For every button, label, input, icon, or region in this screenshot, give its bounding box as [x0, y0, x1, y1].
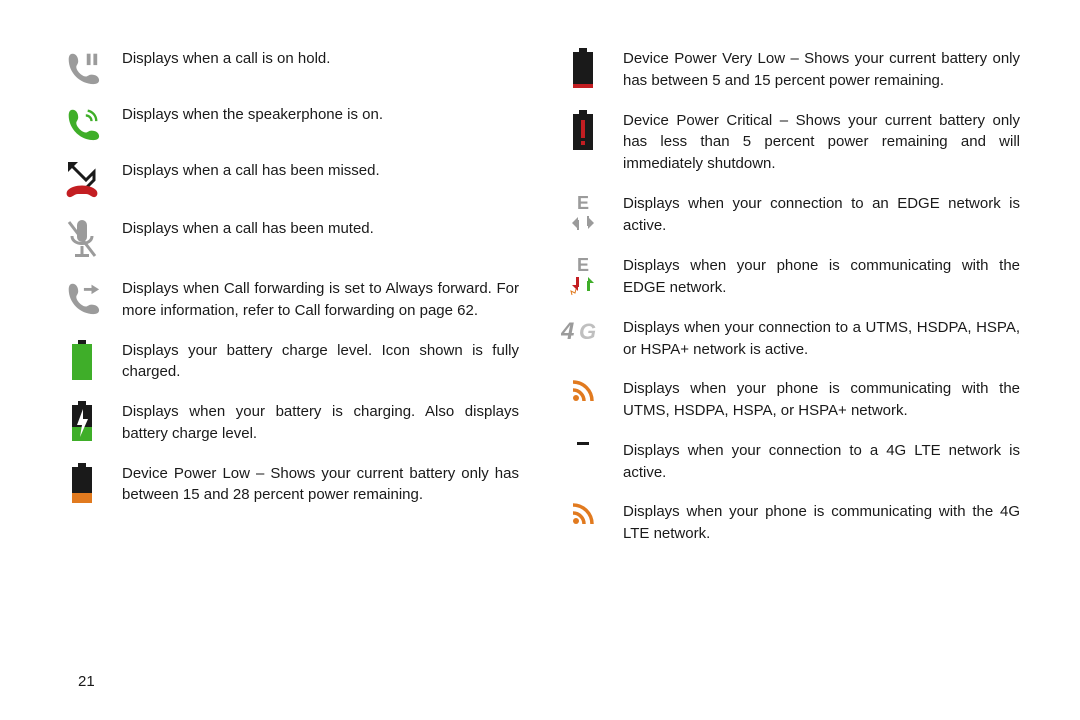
- description-text: Displays your battery charge level. Icon…: [122, 340, 519, 384]
- left-column: Displays when a call is on hold. Display…: [60, 48, 519, 563]
- icon-description-row: Device Power Critical – Shows your curre…: [561, 110, 1020, 175]
- icon-description-row: Displays when your connection to a 4G LT…: [561, 440, 1020, 484]
- icon-description-row: E Displays when your phone is communicat…: [561, 255, 1020, 299]
- icon-description-row: Displays when your phone is communicatin…: [561, 501, 1020, 545]
- svg-text:4: 4: [561, 318, 574, 345]
- description-text: Displays when Call forwarding is set to …: [122, 278, 519, 322]
- description-text: Displays when your phone is communicatin…: [623, 255, 1020, 299]
- call-forward-icon: [60, 278, 104, 316]
- icon-description-row: Displays your battery charge level. Icon…: [60, 340, 519, 384]
- right-column: Device Power Very Low – Shows your curre…: [561, 48, 1020, 563]
- description-text: Displays when your connection to a 4G LT…: [623, 440, 1020, 484]
- description-text: Displays when a call is on hold.: [122, 48, 330, 70]
- svg-text:E: E: [577, 255, 589, 275]
- icon-description-row: Displays when a call is on hold.: [60, 48, 519, 86]
- description-text: Displays when your connection to a UTMS,…: [623, 317, 1020, 361]
- muted-icon: [60, 218, 104, 260]
- description-text: Device Power Low – Shows your current ba…: [122, 463, 519, 507]
- battery-very-low-icon: [561, 48, 605, 90]
- svg-text:E: E: [577, 193, 589, 213]
- description-text: Displays when your connection to an EDGE…: [623, 193, 1020, 237]
- icon-description-row: 4 G Displays when your connection to a U…: [561, 317, 1020, 361]
- missed-call-icon: [60, 160, 104, 200]
- description-text: Displays when a call has been missed.: [122, 160, 380, 182]
- description-text: Device Power Very Low – Shows your curre…: [623, 48, 1020, 92]
- battery-charging-icon: [60, 401, 104, 443]
- icon-description-row: Device Power Very Low – Shows your curre…: [561, 48, 1020, 92]
- description-text: Displays when your battery is charging. …: [122, 401, 519, 445]
- svg-text:G: G: [579, 319, 596, 344]
- icon-description-row: Displays when your battery is charging. …: [60, 401, 519, 445]
- description-text: Displays when your phone is communicatin…: [623, 378, 1020, 422]
- icon-description-row: E Displays when your connection to an ED…: [561, 193, 1020, 237]
- rss-orange-icon: [561, 501, 605, 527]
- call-hold-icon: [60, 48, 104, 86]
- lte-dash-icon: [561, 440, 605, 448]
- description-text: Displays when your phone is communicatin…: [623, 501, 1020, 545]
- rss-orange-icon: [561, 378, 605, 404]
- page-number: 21: [78, 673, 95, 690]
- battery-full-icon: [60, 340, 104, 382]
- manual-page: Displays when a call is on hold. Display…: [0, 0, 1080, 563]
- icon-description-row: Displays when your phone is communicatin…: [561, 378, 1020, 422]
- battery-critical-icon: [561, 110, 605, 152]
- 4g-icon: 4 G: [561, 317, 605, 345]
- icon-description-row: Displays when a call has been muted.: [60, 218, 519, 260]
- icon-description-row: Displays when the speakerphone is on.: [60, 104, 519, 142]
- description-text: Device Power Critical – Shows your curre…: [623, 110, 1020, 175]
- description-text: Displays when a call has been muted.: [122, 218, 374, 240]
- icon-description-row: Displays when Call forwarding is set to …: [60, 278, 519, 322]
- icon-description-row: Displays when a call has been missed.: [60, 160, 519, 200]
- edge-active-icon: E: [561, 193, 605, 237]
- icon-description-row: Device Power Low – Shows your current ba…: [60, 463, 519, 507]
- edge-comm-icon: E: [561, 255, 605, 299]
- battery-low-icon: [60, 463, 104, 505]
- description-text: Displays when the speakerphone is on.: [122, 104, 383, 126]
- speakerphone-icon: [60, 104, 104, 142]
